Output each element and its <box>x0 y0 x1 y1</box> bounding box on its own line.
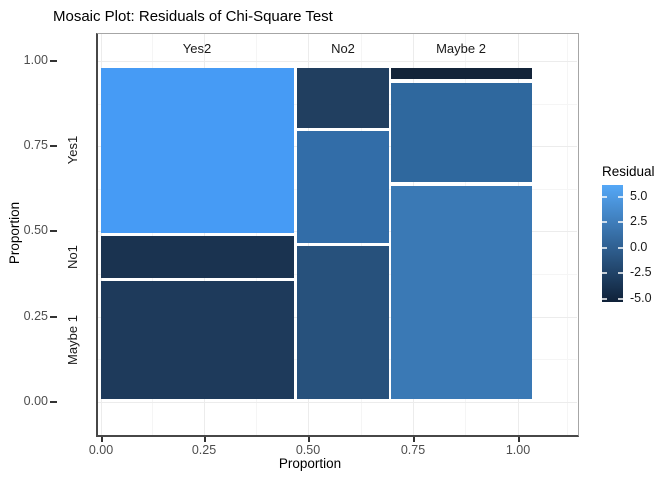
plot-title: Mosaic Plot: Residuals of Chi-Square Tes… <box>53 8 333 25</box>
legend-tick-mark <box>618 298 623 300</box>
legend-tick-mark <box>602 272 607 274</box>
row-strip-label: Maybe 1 <box>65 315 80 365</box>
grid-minor-vertical <box>152 33 153 435</box>
legend-tick-mark <box>618 247 623 249</box>
y-tick-mark <box>50 145 57 147</box>
x-tick-mark <box>204 436 206 442</box>
legend-tick-label: 0.0 <box>630 240 648 254</box>
col-strip-label: Maybe 2 <box>436 41 486 56</box>
legend-colorbar <box>602 185 623 302</box>
legend-tick-label: -5.0 <box>630 291 652 305</box>
tile-maybe1-yes2 <box>101 281 294 399</box>
tile-no1-no2 <box>297 131 389 243</box>
legend-title: Residual <box>602 164 655 179</box>
y-tick-label: 0.25 <box>23 309 48 323</box>
y-tick-mark <box>50 230 57 232</box>
legend-tick-mark <box>618 221 623 223</box>
tile-yes1-no2 <box>297 68 389 128</box>
x-axis-title: Proportion <box>278 456 342 471</box>
tile-maybe1-no2 <box>297 246 389 399</box>
legend-tick-label: -2.5 <box>630 265 652 279</box>
x-tick-mark <box>308 436 310 442</box>
y-tick-mark <box>50 60 57 62</box>
tile-yes1-yes2 <box>101 68 294 233</box>
y-tick-label: 1.00 <box>23 53 48 67</box>
legend-tick-mark <box>602 247 607 249</box>
col-strip-label: Yes2 <box>182 41 212 56</box>
y-tick-mark <box>50 316 57 318</box>
row-strip-label: Yes1 <box>65 135 80 165</box>
y-tick-label: 0.50 <box>23 223 48 237</box>
legend-tick-mark <box>602 298 607 300</box>
grid-minor-vertical <box>567 33 568 435</box>
grid-major-vertical <box>204 33 205 435</box>
x-tick-mark <box>413 436 415 442</box>
x-tick-mark <box>101 436 103 442</box>
grid-major-horizontal <box>96 61 577 62</box>
legend-tick-label: 2.5 <box>630 214 648 228</box>
y-tick-label: 0.00 <box>23 394 48 408</box>
y-tick-mark <box>50 401 57 403</box>
legend-tick-mark <box>618 272 623 274</box>
x-tick-label: 1.00 <box>505 443 531 457</box>
x-tick-label: 0.75 <box>400 443 426 457</box>
legend-tick-mark <box>602 221 607 223</box>
tile-maybe1-maybe2 <box>391 186 532 399</box>
x-tick-label: 0.00 <box>88 443 114 457</box>
grid-minor-vertical <box>256 33 257 435</box>
legend-tick-mark <box>618 196 623 198</box>
x-tick-label: 0.25 <box>191 443 217 457</box>
grid-major-vertical <box>101 33 102 435</box>
x-tick-label: 0.50 <box>295 443 321 457</box>
y-tick-label: 0.75 <box>23 138 48 152</box>
legend-tick-mark <box>602 196 607 198</box>
col-strip-label: No2 <box>331 41 355 56</box>
legend-tick-label: 5.0 <box>630 189 648 203</box>
tile-no1-yes2 <box>101 236 294 278</box>
x-tick-mark <box>518 436 520 442</box>
tile-no1-maybe2 <box>391 83 532 182</box>
tile-yes1-maybe2 <box>391 68 532 79</box>
grid-major-horizontal <box>96 402 577 403</box>
